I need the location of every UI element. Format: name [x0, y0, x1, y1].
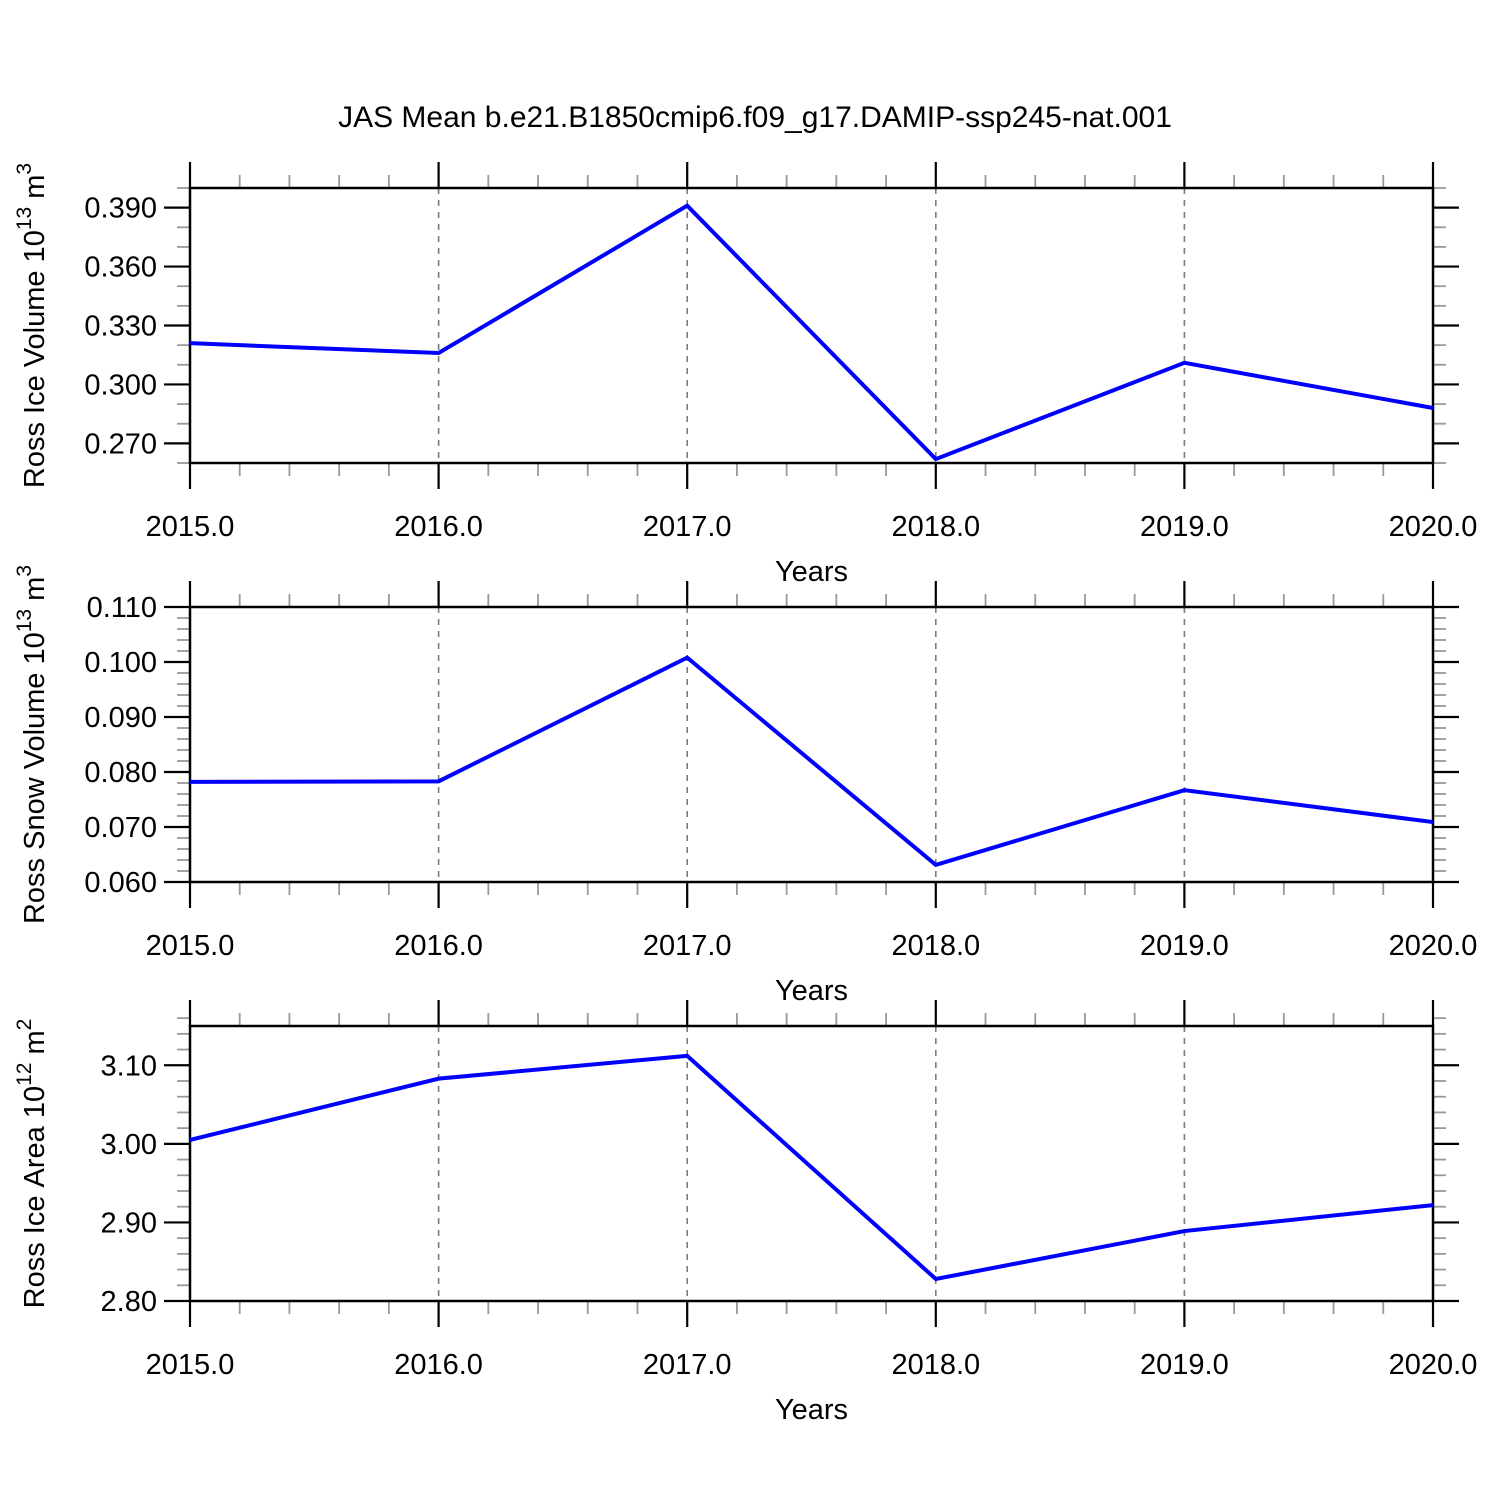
plot-frame: [188, 1024, 1435, 1303]
y-axis-title-superscript: 13: [13, 207, 36, 230]
x-tick-label: 2020.0: [1389, 1349, 1478, 1381]
x-tick-label: 2016.0: [394, 930, 483, 962]
y-tick-label: 2.80: [101, 1286, 157, 1318]
major-ticks-ross-ice-area: 2015.0 2016.0 2017.0 2018.0 2019.0 2020.0 2.80…: [101, 1000, 1478, 1381]
y-tick-label: 2.90: [101, 1207, 157, 1239]
y-axis-title-text: m: [19, 577, 51, 609]
y-tick-label: 0.300: [84, 369, 157, 401]
minor-ticks-ross-ice-volume: [177, 175, 1446, 476]
x-tick-label: 2015.0: [146, 511, 235, 543]
x-tick-label: 2018.0: [891, 930, 980, 962]
y-axis-title-superscript: 2: [13, 1019, 36, 1031]
y-tick-label: 0.060: [84, 867, 157, 899]
y-tick-label: 0.070: [84, 812, 157, 844]
y-axis-title: Ross Ice Volume 1013 m3: [13, 163, 51, 488]
y-tick-label: 0.100: [84, 647, 157, 679]
panel-ross-ice-area: 2015.0 2016.0 2017.0 2018.0 2019.0 2020.0 2.80…: [13, 1000, 1477, 1426]
x-tick-label: 2019.0: [1140, 1349, 1229, 1381]
y-tick-label: 0.270: [84, 428, 157, 460]
y-axis-title-text: m: [19, 1030, 51, 1062]
plot-frame: [188, 186, 1435, 465]
x-axis-title: Years: [775, 556, 848, 588]
y-tick-label: 0.360: [84, 252, 157, 284]
y-axis-title: Ross Ice Area 1012 m2: [13, 1019, 51, 1309]
grid-ross-ice-volume: [437, 188, 1186, 463]
x-tick-label: 2018.0: [891, 1349, 980, 1381]
x-tick-label: 2016.0: [394, 1349, 483, 1381]
y-tick-label: 3.10: [101, 1050, 157, 1082]
panel-ross-ice-volume: 2015.0 2016.0 2017.0 2018.0 2019.0 2020.0 0.27…: [13, 162, 1477, 588]
x-tick-label: 2017.0: [643, 511, 732, 543]
series-line-ross-ice-volume: [189, 203, 1434, 462]
x-axis-title: Years: [775, 975, 848, 1007]
major-ticks-ross-snow-volume: 2015.0 2016.0 2017.0 2018.0 2019.0 2020.0 0.06…: [84, 581, 1477, 962]
x-tick-label: 2019.0: [1140, 930, 1229, 962]
panel-ross-snow-volume: 2015.0 2016.0 2017.0 2018.0 2019.0 2020.0 0.06…: [13, 565, 1477, 1007]
y-axis-title-superscript: 3: [13, 565, 36, 577]
y-axis-title-superscript: 12: [13, 1063, 36, 1086]
major-ticks-ross-ice-volume: 2015.0 2016.0 2017.0 2018.0 2019.0 2020.0 0.27…: [84, 162, 1477, 543]
y-axis-title-text: Ross Ice Volume 10: [19, 230, 51, 488]
y-tick-label: 0.390: [84, 193, 157, 225]
x-tick-label: 2019.0: [1140, 511, 1229, 543]
x-axis-title: Years: [775, 1394, 848, 1426]
y-axis-title-text: Ross Ice Area 10: [19, 1086, 51, 1308]
y-tick-label: 0.330: [84, 311, 157, 343]
y-tick-label: 0.080: [84, 757, 157, 789]
y-axis-title-text: m: [19, 175, 51, 207]
x-tick-label: 2017.0: [643, 930, 732, 962]
x-tick-label: 2017.0: [643, 1349, 732, 1381]
x-tick-label: 2016.0: [394, 511, 483, 543]
y-tick-label: 0.090: [84, 702, 157, 734]
series-line-ross-ice-area: [189, 1053, 1434, 1282]
y-axis-title: Ross Snow Volume 1013 m3: [13, 565, 51, 924]
y-axis-title-superscript: 3: [13, 163, 36, 175]
grid-ross-snow-volume: [437, 607, 1186, 882]
x-tick-label: 2020.0: [1389, 930, 1478, 962]
x-tick-label: 2020.0: [1389, 511, 1478, 543]
y-tick-label: 3.00: [101, 1129, 157, 1161]
minor-ticks-ross-ice-area: [177, 1013, 1446, 1314]
y-axis-title-superscript: 13: [13, 609, 36, 632]
x-tick-label: 2015.0: [146, 930, 235, 962]
y-axis-title-text: Ross Snow Volume 10: [19, 632, 51, 924]
chart-title: JAS Mean b.e21.B1850cmip6.f09_g17.DAMIP-…: [338, 101, 1172, 134]
plot-frame: [188, 605, 1435, 884]
x-tick-label: 2015.0: [146, 1349, 235, 1381]
x-tick-label: 2018.0: [891, 511, 980, 543]
minor-ticks-ross-snow-volume: [177, 594, 1446, 895]
grid-ross-ice-area: [437, 1026, 1186, 1301]
y-tick-label: 0.110: [87, 592, 157, 624]
series-line-ross-snow-volume: [189, 655, 1434, 868]
